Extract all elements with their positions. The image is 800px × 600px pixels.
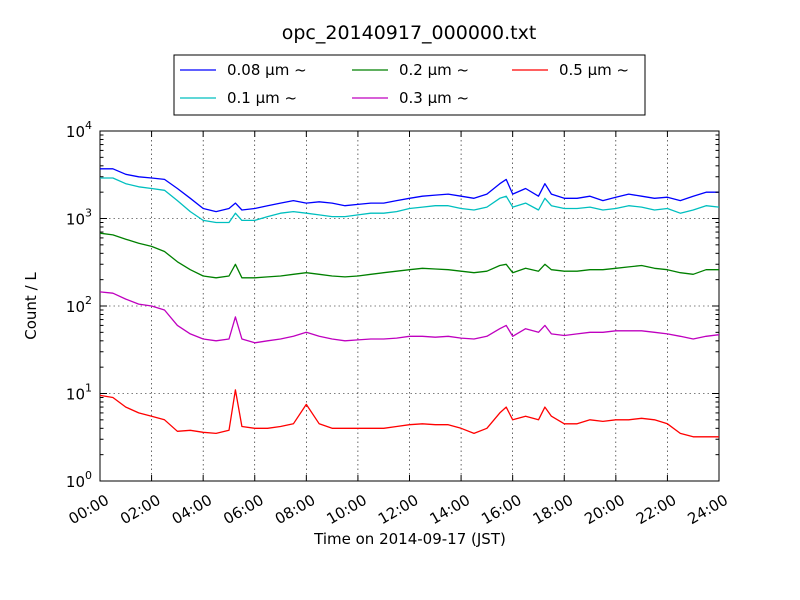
- x-tick-label: 14:00: [427, 491, 473, 528]
- y-tick-label: 103: [66, 207, 92, 229]
- x-tick-label: 04:00: [169, 491, 215, 528]
- x-tick-label: 18:00: [530, 491, 576, 528]
- legend-entry-label: 0.2 μm ~: [399, 61, 469, 79]
- x-tick-label: 12:00: [375, 491, 421, 528]
- y-tick-label: 100: [66, 469, 92, 491]
- y-tick-exponent: 2: [85, 294, 92, 307]
- y-tick-exponent: 4: [85, 119, 92, 132]
- x-tick-label: 06:00: [220, 491, 266, 528]
- series-line: [99, 389, 719, 438]
- series-line: [100, 177, 720, 224]
- y-tick-exponent: 3: [85, 207, 92, 220]
- y-tick-base: 10: [66, 123, 85, 141]
- chart-title: opc_20140917_000000.txt: [282, 22, 537, 44]
- y-tick-label: 102: [66, 294, 92, 316]
- x-axis-label: Time on 2014-09-17 (JST): [313, 530, 506, 548]
- y-tick-label: 101: [66, 382, 92, 404]
- y-tick-base: 10: [66, 386, 85, 404]
- series-line: [100, 168, 719, 213]
- y-axis-label: Count / L: [22, 272, 40, 340]
- legend-frame: [173, 54, 646, 116]
- y-tick-base: 10: [66, 298, 85, 316]
- y-tick-exponent: 1: [85, 382, 92, 395]
- x-tick-label: 20:00: [581, 491, 627, 528]
- y-tick-base: 10: [66, 473, 85, 491]
- series-line: [99, 291, 720, 344]
- legend-entry-label: 0.08 μm ~: [227, 61, 307, 79]
- series-lines: [99, 168, 720, 438]
- x-tick-label: 02:00: [117, 491, 163, 528]
- legend-entry-label: 0.3 μm ~: [399, 89, 469, 107]
- grid: [100, 131, 719, 481]
- legend: 0.08 μm ~ 0.1 μm ~ 0.2 μm ~ 0.3 μm ~ 0.5 μm …: [173, 54, 646, 116]
- x-tick-label: 24:00: [685, 491, 731, 528]
- x-tick-label: 00:00: [66, 491, 112, 528]
- legend-entry-label: 0.1 μm ~: [227, 89, 297, 107]
- y-tick-label: 104: [66, 119, 92, 141]
- x-tick-label: 08:00: [272, 491, 318, 528]
- series-line: [99, 232, 719, 279]
- legend-entry-label: 0.5 μm ~: [559, 61, 629, 79]
- y-tick-base: 10: [66, 211, 85, 229]
- x-tick-label: 10:00: [323, 491, 369, 528]
- y-tick-exponent: 0: [85, 469, 92, 482]
- x-tick-label: 16:00: [478, 491, 524, 528]
- x-tick-label: 22:00: [633, 491, 679, 528]
